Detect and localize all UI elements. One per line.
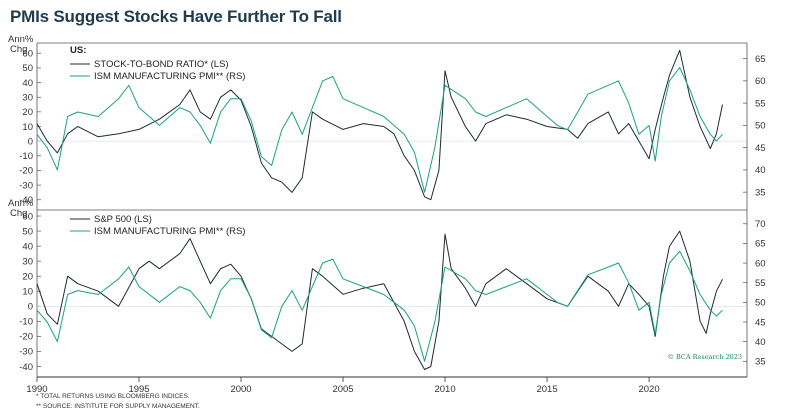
chart-title: PMIs Suggest Stocks Have Further To Fall bbox=[10, 7, 342, 26]
right-tick-label: 50 bbox=[755, 298, 766, 309]
left-tick-label: -20 bbox=[19, 166, 33, 177]
left-tick-label: -20 bbox=[19, 332, 33, 343]
top-left-axis-label-1: Ann% bbox=[8, 34, 34, 45]
left-tick-label: -10 bbox=[19, 317, 33, 328]
left-tick-label: 60 bbox=[22, 49, 33, 60]
right-tick-label: 40 bbox=[755, 165, 766, 176]
credit-text: © BCA Research 2023 bbox=[667, 353, 742, 361]
right-tick-label: 40 bbox=[755, 337, 766, 348]
top-panel-label: US: bbox=[70, 45, 86, 56]
x-tick-label: 2000 bbox=[230, 384, 251, 395]
right-tick-label: 70 bbox=[755, 219, 766, 230]
x-tick-label: 2010 bbox=[434, 384, 455, 395]
left-tick-label: 50 bbox=[22, 63, 33, 74]
bottom-left-axis-label-1: Ann% bbox=[8, 198, 34, 209]
right-tick-label: 50 bbox=[755, 121, 766, 132]
left-tick-label: 10 bbox=[22, 287, 33, 298]
x-tick-label: 1990 bbox=[26, 384, 47, 395]
x-tick-label: 2015 bbox=[536, 384, 557, 395]
tick-labels: -40 -30 -20 -10 0 10 20 30 40 50 60 35 40 45 50 55 60 65 -… bbox=[19, 49, 765, 395]
x-tick-label: 1995 bbox=[128, 384, 149, 395]
series-left-top-line bbox=[36, 49, 723, 201]
x-tick-label: 2005 bbox=[332, 384, 353, 395]
left-tick-label: 0 bbox=[28, 136, 33, 147]
series-lines bbox=[36, 49, 747, 370]
bottom-legend-label-ism-pmi: ISM MANUFACTURING PMI** (RS) bbox=[94, 226, 245, 237]
top-legend-label-ism-pmi: ISM MANUFACTURING PMI** (RS) bbox=[94, 71, 245, 82]
series-left-bottom-line bbox=[36, 230, 723, 370]
left-tick-label: 50 bbox=[22, 226, 33, 237]
left-tick-label: -30 bbox=[19, 347, 33, 358]
left-tick-label: 60 bbox=[22, 211, 33, 222]
left-tick-label: 40 bbox=[22, 78, 33, 89]
top-legend-label-stock-to-bond: STOCK-TO-BOND RATIO* (LS) bbox=[94, 59, 229, 70]
left-tick-label: 10 bbox=[22, 122, 33, 133]
left-tick-label: -10 bbox=[19, 151, 33, 162]
right-tick-label: 60 bbox=[755, 258, 766, 269]
right-tick-label: 60 bbox=[755, 76, 766, 87]
right-tick-label: 45 bbox=[755, 317, 766, 328]
series-right-top-line bbox=[36, 67, 723, 193]
right-tick-label: 55 bbox=[755, 278, 766, 289]
left-tick-label: 20 bbox=[22, 107, 33, 118]
right-tick-label: 35 bbox=[755, 187, 766, 198]
left-tick-label: -30 bbox=[19, 180, 33, 191]
right-tick-label: 55 bbox=[755, 98, 766, 109]
left-tick-label: 30 bbox=[22, 256, 33, 267]
top-left-axis-label-2: Chg bbox=[10, 44, 27, 55]
left-tick-label: -40 bbox=[19, 362, 33, 373]
x-tick-label: 2020 bbox=[638, 384, 659, 395]
right-tick-label: 65 bbox=[755, 239, 766, 250]
bottom-left-axis-label-2: Chg bbox=[10, 208, 27, 219]
right-tick-label: 35 bbox=[755, 357, 766, 368]
right-tick-label: 65 bbox=[755, 54, 766, 65]
footnote-1: * TOTAL RETURNS USING BLOOMBERG INDICES. bbox=[36, 393, 190, 400]
bottom-panel bbox=[36, 209, 748, 378]
left-tick-label: 40 bbox=[22, 241, 33, 252]
left-tick-label: -40 bbox=[19, 195, 33, 206]
right-tick-label: 45 bbox=[755, 143, 766, 154]
footnote-2: ** SOURCE: INSTITUTE FOR SUPPLY MANAGEME… bbox=[36, 403, 200, 410]
bottom-legend-label-sp500: S&P 500 (LS) bbox=[94, 214, 152, 225]
series-right-bottom-line bbox=[36, 250, 723, 362]
left-tick-label: 20 bbox=[22, 271, 33, 282]
left-tick-label: 0 bbox=[28, 302, 33, 313]
left-tick-label: 30 bbox=[22, 93, 33, 104]
